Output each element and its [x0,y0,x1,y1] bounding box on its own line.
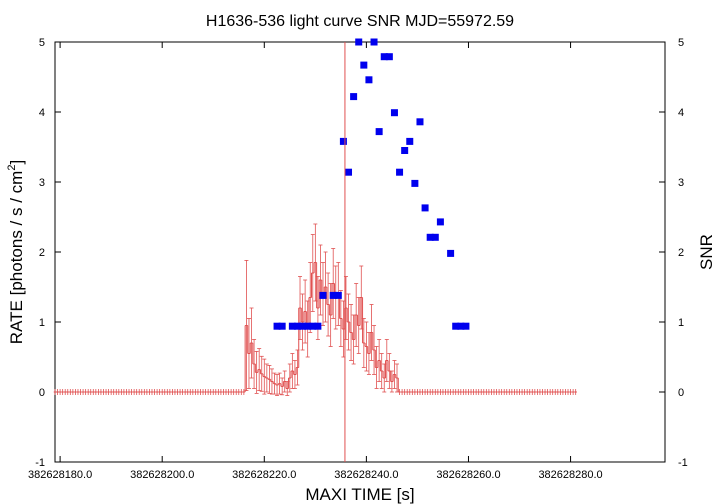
snr-point [314,322,322,330]
snr-point [319,291,327,299]
snr-point [365,76,373,84]
snr-point [299,322,307,330]
x-tick-label: 382628200.0 [130,469,194,481]
snr-point [421,204,429,212]
snr-point [339,137,347,145]
snr-point [431,233,439,241]
snr-series [273,38,470,330]
y2-tick-label: 1 [678,317,684,329]
y-axis: -1 0 1 2 3 4 5 [35,37,61,469]
y-tick-label: 5 [39,37,45,49]
x-tick-label: 382628280.0 [538,469,602,481]
x-axis: 382628180.0 382628200.0 382628220.0 3826282… [28,42,603,481]
snr-point [406,137,414,145]
snr-point [350,93,358,101]
y-axis-label: RATE [photons / s / cm2] [6,160,26,344]
snr-point [273,322,281,330]
x-tick-label: 382628240.0 [334,469,398,481]
plot-area-frame [54,41,666,463]
x-tick-label: 382628260.0 [436,469,500,481]
snr-point [278,322,286,330]
snr-point [370,38,378,46]
y-tick-label: -1 [35,457,45,469]
snr-point [457,322,465,330]
rate-series [53,223,577,396]
y2-tick-label: 5 [678,37,684,49]
snr-point [309,322,317,330]
snr-point [452,322,460,330]
snr-point [355,38,363,46]
snr-point [401,147,409,154]
snr-point [385,53,393,61]
snr-point [304,322,312,330]
snr-point [447,249,455,257]
snr-point [380,53,388,61]
chart-title: H1636-536 light curve SNR MJD=55972.59 [206,13,514,30]
x-tick-label: 382628220.0 [232,469,296,481]
snr-point [416,118,424,126]
y-tick-label: 3 [39,177,45,189]
y2-tick-label: 2 [678,247,684,259]
y-axis-label-main: RATE [photons / s / cm [7,171,26,345]
snr-point [436,218,444,226]
snr-point [411,179,419,187]
y2-tick-label: -1 [678,457,688,469]
snr-point [396,168,404,176]
snr-point [462,322,470,330]
x-axis-label: MAXI TIME [s] [305,485,414,504]
snr-point [390,109,398,117]
snr-point [329,291,337,299]
y-tick-label: 0 [39,387,45,399]
snr-point [334,291,342,299]
y2-tick-label: 3 [678,177,684,189]
y2-tick-label: 0 [678,387,684,399]
y2-axis-label: SNR [697,234,716,270]
snr-point [426,233,434,241]
snr-point [375,128,383,136]
y-tick-label: 2 [39,247,45,259]
snr-point [288,322,296,330]
snr-point [360,61,368,69]
y-axis-label-close: ] [7,160,26,165]
x-tick-label: 382628180.0 [28,469,92,481]
y-tick-label: 4 [39,107,45,119]
y-axis-label-superscript: 2 [6,165,18,171]
snr-point [293,322,301,330]
y2-axis: -1 0 1 2 3 4 5 [659,37,688,469]
y-tick-label: 1 [39,317,45,329]
snr-point [345,168,353,176]
y2-tick-label: 4 [678,107,684,119]
